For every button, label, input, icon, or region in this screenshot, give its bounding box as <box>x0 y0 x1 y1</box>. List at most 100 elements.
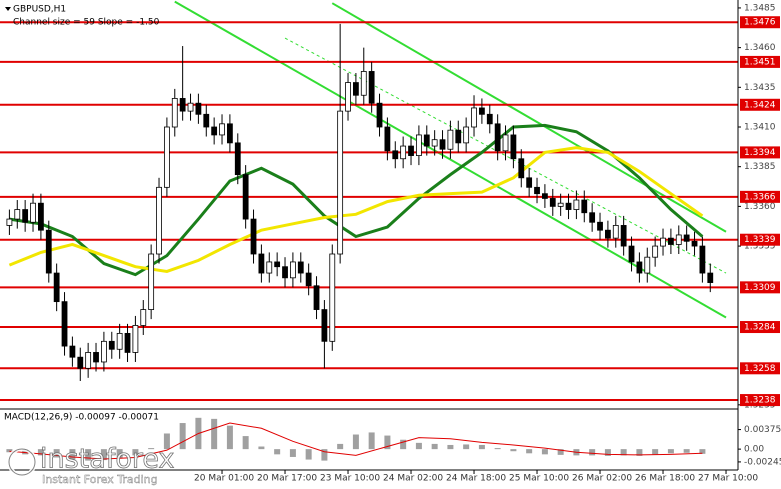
macd-bar <box>557 449 564 455</box>
candle-body <box>675 234 682 245</box>
candle-body <box>38 202 44 231</box>
macd-bar <box>620 449 627 456</box>
candle-body <box>392 150 399 160</box>
macd-bar <box>636 449 643 456</box>
macd-bar <box>116 449 123 459</box>
candle-body <box>376 102 383 128</box>
x-tick-label: 25 Mar 10:00 <box>509 474 569 484</box>
level-label: 1.3284 <box>744 323 776 333</box>
candle-body <box>542 193 548 199</box>
candle-body <box>589 212 596 223</box>
candle-body <box>329 253 336 342</box>
candle-body <box>69 345 76 358</box>
macd-bar <box>258 446 265 450</box>
y-tick-label: 1.3460 <box>744 43 776 53</box>
candle-body <box>423 134 430 147</box>
candle-body <box>266 261 273 274</box>
macd-bar <box>352 434 359 450</box>
level-tag <box>740 16 780 29</box>
macd-bar <box>447 444 454 450</box>
macd-bar <box>541 449 548 455</box>
macd-bar <box>289 449 296 457</box>
candle-body <box>597 221 603 231</box>
candle-body <box>605 229 611 239</box>
candle-body <box>455 129 462 144</box>
candle-body <box>234 142 241 176</box>
x-tick-label: 20 Mar 01:00 <box>194 474 254 484</box>
candle-body <box>195 102 202 115</box>
y-tick-label: 0.00375 <box>744 425 781 435</box>
macd-bar <box>6 449 13 453</box>
x-tick-label: 26 Mar 02:00 <box>572 474 632 484</box>
macd-bar <box>85 449 92 461</box>
candle-body <box>439 139 446 150</box>
candle-body <box>581 199 588 214</box>
macd-bar <box>510 449 517 452</box>
candle-body <box>620 225 627 247</box>
candle-body <box>77 356 84 369</box>
macd-title: MACD(12,26,9) -0.00097 -0.00071 <box>4 413 159 423</box>
candle-body <box>85 352 92 369</box>
candle-body <box>61 301 68 347</box>
candle-body <box>179 98 186 112</box>
level-tag <box>740 55 780 68</box>
candle-body <box>219 123 225 136</box>
macd-bar <box>337 443 344 450</box>
x-tick-label: 26 Mar 18:00 <box>635 474 695 484</box>
candle-body <box>337 110 344 255</box>
level-tag <box>740 98 780 111</box>
candle-body <box>510 134 517 160</box>
chart-title: GBPUSD,H1 <box>13 5 66 15</box>
x-tick-label: 27 Mar 10:00 <box>698 474 758 484</box>
candle-body <box>486 113 493 125</box>
macd-bar <box>683 449 690 453</box>
watermark-brand: instaforex <box>40 444 174 475</box>
candle-body <box>132 325 139 353</box>
level-label: 1.3394 <box>744 148 776 158</box>
y-tick-label: 1.3360 <box>744 202 776 212</box>
candle-body <box>415 134 422 156</box>
macd-bar <box>699 449 706 454</box>
macd-bar <box>37 449 44 456</box>
candle-body <box>636 261 643 274</box>
candle-body <box>171 98 178 128</box>
watermark: instaforex Instant Forex Trading <box>7 443 175 486</box>
candle-body <box>683 234 690 242</box>
level-label: 1.3238 <box>744 396 776 406</box>
level-tag <box>740 233 780 246</box>
watermark-tagline: Instant Forex Trading <box>42 473 158 486</box>
moving-average <box>8 146 704 274</box>
candle-body <box>250 218 257 255</box>
candle-body <box>478 107 485 115</box>
macd-bar <box>305 449 312 460</box>
x-tick-label: 24 Mar 18:00 <box>446 474 506 484</box>
candle-body <box>45 229 52 274</box>
candle-body <box>53 272 60 303</box>
channel-line <box>331 2 727 233</box>
y-tick-label: 1.3335 <box>744 242 776 252</box>
candle-body <box>502 134 509 152</box>
candle-body <box>352 82 359 96</box>
macd-bar <box>494 448 501 450</box>
candle-body <box>297 261 304 274</box>
candle-body <box>321 309 328 342</box>
candle-body <box>707 272 714 283</box>
x-tick-label: 23 Mar 10:00 <box>320 474 380 484</box>
candle-body <box>226 123 233 144</box>
candle-body <box>289 261 296 279</box>
candle-body <box>526 177 533 188</box>
chart-subtitle: Channel size = 59 Slope = -1.50 <box>13 18 160 28</box>
candle-body <box>211 126 218 136</box>
candle-body <box>282 266 288 279</box>
candle-body <box>187 102 194 112</box>
y-tick-label: 1.3410 <box>744 123 776 133</box>
candle-body <box>549 198 556 207</box>
candle-body <box>345 82 351 112</box>
y-tick-label: 0.00 <box>744 445 764 455</box>
candle-body <box>101 340 107 363</box>
candle-body <box>258 253 265 274</box>
candle-body <box>668 237 674 245</box>
candle-body <box>699 245 706 274</box>
